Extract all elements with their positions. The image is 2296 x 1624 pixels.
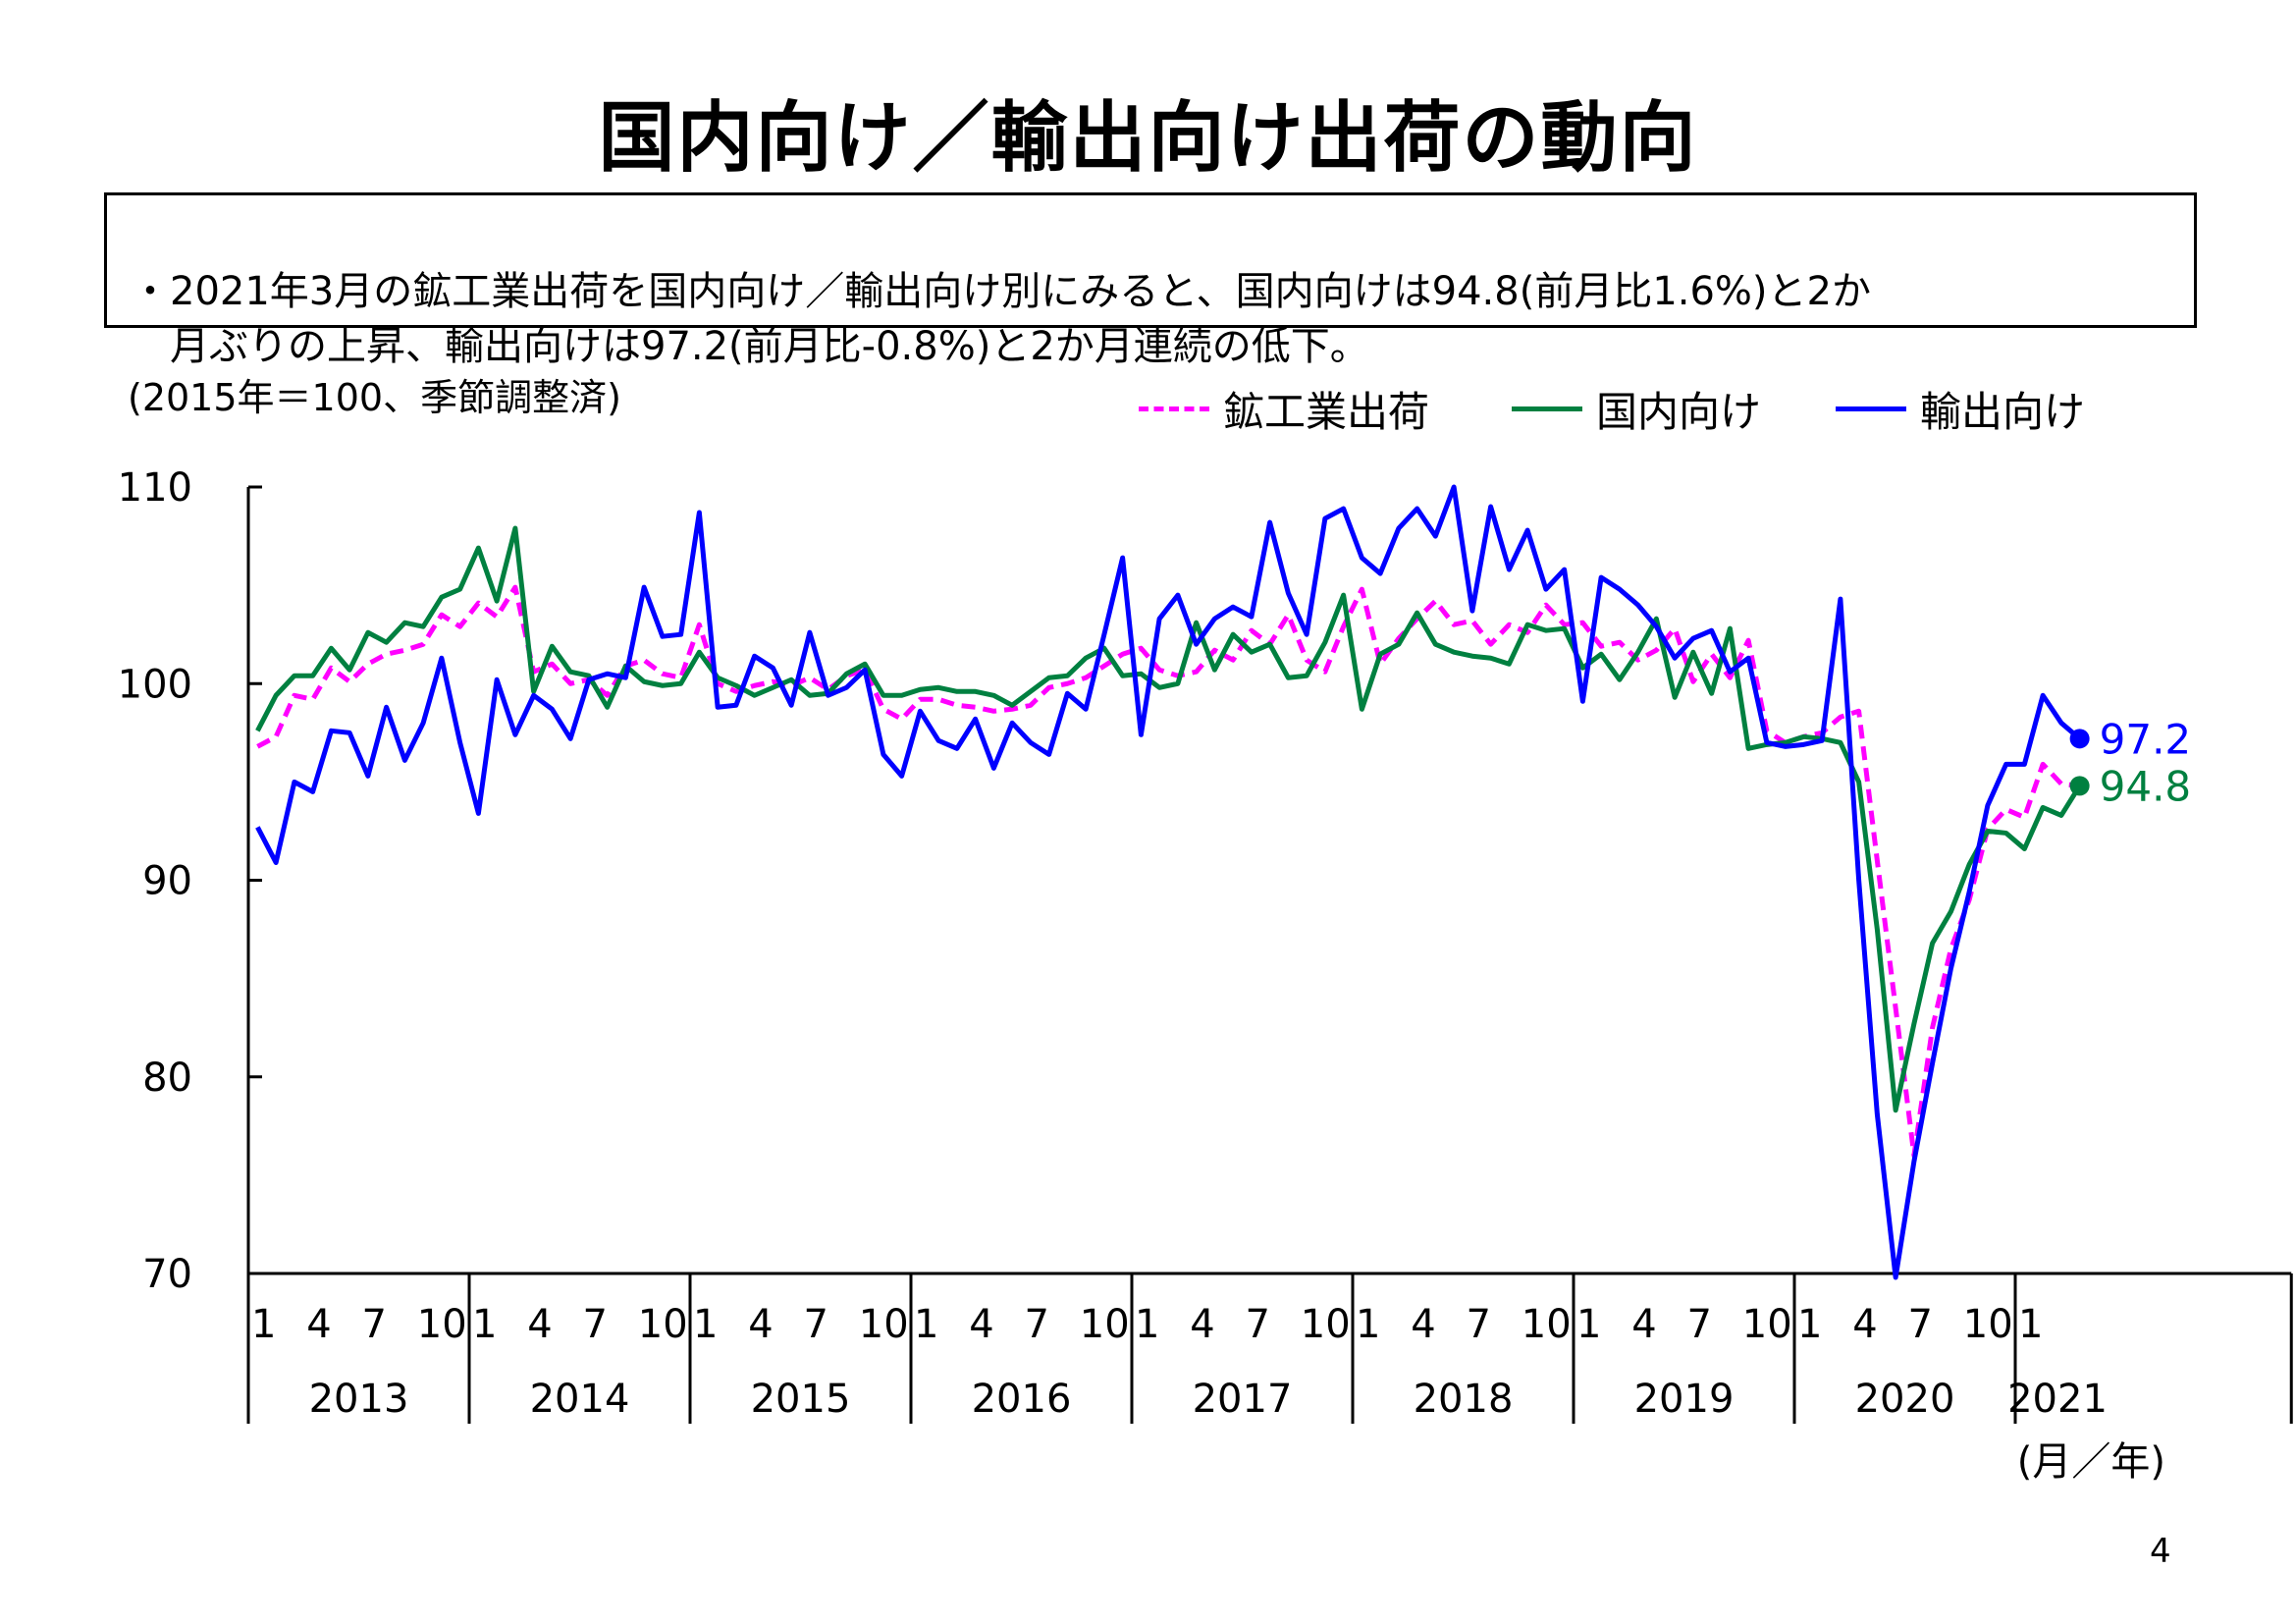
month-tick-label-2019-7: 7	[1687, 1302, 1712, 1347]
month-tick-label-2019-4: 4	[1631, 1302, 1656, 1347]
series-line-export	[255, 484, 2082, 1280]
month-tick-label-2019-10: 10	[1742, 1302, 1792, 1347]
y-tick-label-90: 90	[142, 859, 192, 904]
page-title: 国内向け／輸出向け出荷の動向	[598, 94, 1698, 183]
month-tick-label-2017-10: 10	[1301, 1302, 1351, 1347]
month-tick-label-2020-4: 4	[1852, 1302, 1877, 1347]
summary-text: ・2021年3月の鉱工業出荷を国内向け／輸出向け別にみると、国内向けは94.8(…	[131, 269, 1871, 369]
month-tick-label-2016-4: 4	[969, 1302, 993, 1347]
month-tick-label-2021-1: 1	[2018, 1302, 2043, 1347]
page-number: 4	[2150, 1532, 2171, 1571]
month-tick-label-2020-7: 7	[1908, 1302, 1933, 1347]
legend-item-total: 鉱工業出荷	[1139, 381, 1429, 436]
legend-label-domestic: 国内向け	[1596, 387, 1762, 436]
end-marker-export	[2069, 729, 2090, 749]
x-unit-label: (月／年)	[2017, 1439, 2165, 1485]
month-tick-label-2018-7: 7	[1467, 1302, 1491, 1347]
year-label-2013: 2013	[309, 1377, 409, 1422]
legend-swatch-total	[1139, 406, 1209, 411]
series-line-total	[256, 584, 2080, 1159]
month-tick-label-2013-4: 4	[306, 1302, 331, 1347]
month-tick-label-2013-10: 10	[417, 1302, 467, 1347]
month-tick-label-2014-4: 4	[527, 1302, 552, 1347]
legend-label-export: 輸出向け	[1920, 387, 2086, 436]
year-label-2021: 2021	[2007, 1377, 2108, 1422]
month-tick-label-2018-10: 10	[1522, 1302, 1572, 1347]
y-tick-label-70: 70	[142, 1252, 192, 1297]
year-label-2016: 2016	[972, 1377, 1072, 1422]
month-tick-label-2019-1: 1	[1576, 1302, 1601, 1347]
month-tick-label-2015-10: 10	[859, 1302, 909, 1347]
month-tick-label-2017-1: 1	[1135, 1302, 1159, 1347]
end-label-export: 97.2	[2100, 715, 2192, 763]
summary-box: ・2021年3月の鉱工業出荷を国内向け／輸出向け別にみると、国内向けは94.8(…	[104, 192, 2197, 369]
legend-swatch-export	[1836, 406, 1906, 411]
month-tick-label-2014-10: 10	[638, 1302, 688, 1347]
year-label-2017: 2017	[1193, 1377, 1293, 1422]
legend-label-total: 鉱工業出荷	[1223, 387, 1430, 436]
month-tick-label-2017-4: 4	[1190, 1302, 1214, 1347]
month-tick-label-2013-1: 1	[251, 1302, 276, 1347]
end-marker-domestic	[2069, 776, 2090, 796]
month-tick-label-2014-1: 1	[472, 1302, 497, 1347]
y-tick-label-100: 100	[118, 662, 192, 707]
month-tick-label-2015-4: 4	[748, 1302, 773, 1347]
y-tick-label-80: 80	[142, 1056, 192, 1101]
year-label-2014: 2014	[530, 1377, 630, 1422]
y-tick-label-110: 110	[118, 465, 192, 511]
year-label-2018: 2018	[1414, 1377, 1514, 1422]
month-tick-label-2018-4: 4	[1411, 1302, 1435, 1347]
month-tick-label-2017-7: 7	[1246, 1302, 1270, 1347]
year-label-2020: 2020	[1855, 1377, 1955, 1422]
month-tick-label-2018-1: 1	[1356, 1302, 1380, 1347]
month-tick-label-2016-10: 10	[1080, 1302, 1130, 1347]
end-label-domestic: 94.8	[2100, 762, 2192, 810]
month-tick-label-2016-1: 1	[914, 1302, 938, 1347]
unit-note: (2015年＝100、季節調整済)	[128, 376, 621, 419]
month-tick-label-2013-7: 7	[362, 1302, 387, 1347]
year-label-2015: 2015	[751, 1377, 851, 1422]
month-tick-label-2016-7: 7	[1025, 1302, 1049, 1347]
month-tick-label-2020-1: 1	[1797, 1302, 1822, 1347]
month-tick-label-2015-1: 1	[693, 1302, 718, 1347]
month-tick-label-2014-7: 7	[583, 1302, 608, 1347]
series-line-domestic	[255, 525, 2082, 1113]
month-tick-label-2015-7: 7	[804, 1302, 828, 1347]
legend-swatch-domestic	[1512, 406, 1582, 411]
legend-item-domestic: 国内向け	[1512, 381, 1761, 436]
legend-item-export: 輸出向け	[1836, 381, 2085, 436]
month-tick-label-2020-10: 10	[1963, 1302, 2013, 1347]
year-label-2019: 2019	[1634, 1377, 1735, 1422]
